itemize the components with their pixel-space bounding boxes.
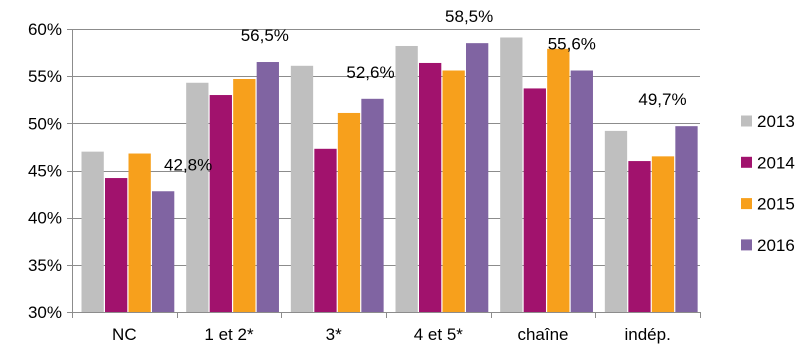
bars: [81, 37, 698, 313]
bar-2013-indep: [604, 130, 628, 312]
bar-2014-chaine: [523, 88, 546, 313]
data-label: 55,6%: [548, 35, 596, 54]
legend-item-2014: 2014: [741, 153, 795, 172]
x-tick-label: 4 et 5*: [414, 325, 464, 344]
bar-2015-nc: [128, 153, 151, 312]
data-label: 52,6%: [346, 63, 394, 82]
y-tick-label: 45%: [28, 162, 62, 181]
bar-2013-1-et-2: [186, 82, 209, 313]
y-axis-labels: 30% 35% 40% 45% 50% 55% 60%: [28, 20, 62, 322]
legend: 2013 2014 2015 2016: [741, 112, 795, 255]
legend-item-2015: 2015: [741, 195, 795, 214]
legend-item-2013: 2013: [741, 112, 795, 131]
x-tick-label: NC: [112, 325, 137, 344]
bar-2015-3: [337, 112, 361, 312]
data-label: 56,5%: [241, 26, 289, 45]
axes: [67, 29, 701, 318]
bar-2015-4-et-5: [442, 70, 465, 312]
legend-swatch: [741, 156, 752, 168]
legend-label: 2014: [757, 153, 795, 172]
data-label: 42,8%: [164, 155, 212, 174]
bar-2016-4-et-5: [466, 43, 489, 313]
gridlines: [72, 29, 700, 266]
y-tick-label: 55%: [28, 67, 62, 86]
x-tick-label: chaîne: [517, 325, 568, 344]
bar-2014-1-et-2: [209, 95, 232, 313]
y-tick-label: 30%: [28, 303, 62, 322]
y-tick-label: 40%: [28, 209, 62, 228]
x-tick-label: 1 et 2*: [204, 325, 254, 344]
bar-2015-chaine: [547, 48, 570, 313]
bar-2014-indep: [628, 161, 651, 312]
bar-2016-3: [361, 98, 384, 312]
bar-2016-1-et-2: [256, 62, 279, 313]
bar-2013-4-et-5: [395, 45, 418, 312]
bar-2014-nc: [105, 178, 128, 312]
bar-2013-3: [290, 65, 314, 312]
bar-2013-nc: [81, 151, 104, 312]
bar-2013-chaine: [500, 37, 523, 313]
y-tick-label: 35%: [28, 256, 62, 275]
legend-label: 2016: [757, 236, 795, 255]
data-label: 49,7%: [638, 90, 686, 109]
x-tick-label: indép.: [625, 325, 671, 344]
legend-swatch: [741, 239, 752, 251]
legend-swatch: [741, 115, 752, 127]
bar-2016-chaine: [570, 70, 593, 312]
legend-item-2016: 2016: [741, 236, 795, 255]
bar-2014-4-et-5: [419, 62, 442, 313]
y-tick-label: 60%: [28, 20, 62, 39]
x-axis-labels: NC 1 et 2* 3* 4 et 5* chaîne indép.: [112, 325, 671, 344]
bar-2016-indep: [675, 126, 698, 312]
bar-2015-indep: [651, 156, 675, 312]
data-label: 58,5%: [445, 7, 493, 26]
x-tick-label: 3*: [326, 325, 342, 344]
bar-2015-1-et-2: [233, 78, 256, 312]
legend-swatch: [741, 198, 752, 210]
y-tick-label: 50%: [28, 114, 62, 133]
data-labels: 42,8% 56,5% 52,6% 58,5% 55,6% 49,7%: [164, 7, 687, 174]
bar-2016-nc: [152, 191, 175, 312]
bar-2014-3: [314, 148, 337, 312]
legend-label: 2013: [757, 112, 795, 131]
legend-label: 2015: [757, 195, 795, 214]
